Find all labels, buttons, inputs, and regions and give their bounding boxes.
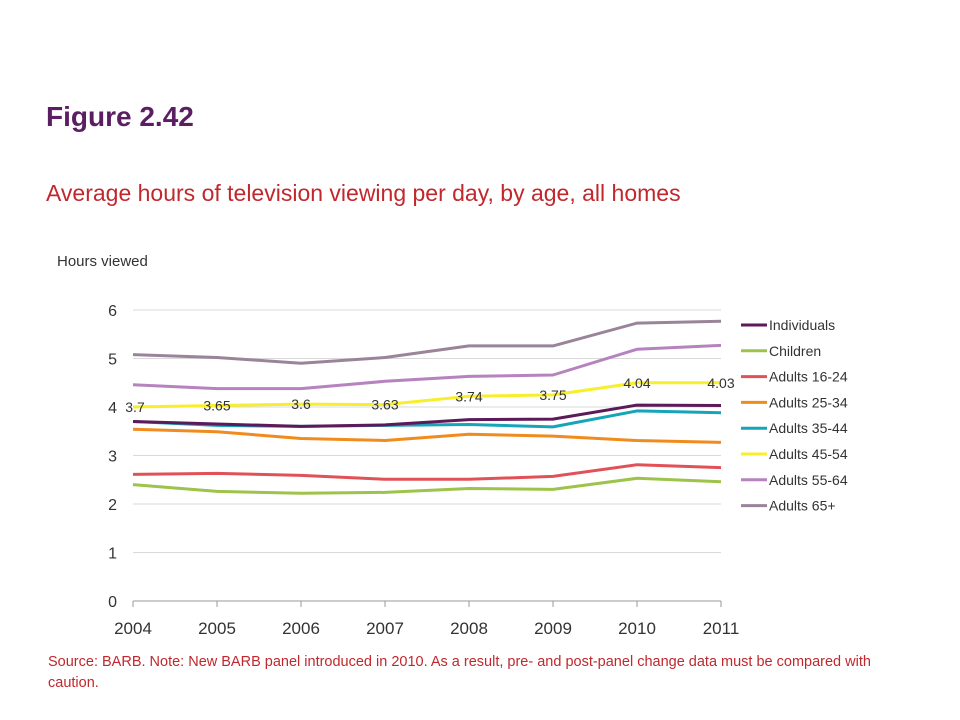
figure-title: Figure 2.42	[46, 101, 194, 132]
x-tick-label: 2008	[450, 619, 488, 638]
legend: Individuals Children Adults 16-24 Adults 25…	[741, 317, 848, 514]
y-axis-label: Hours viewed	[57, 253, 148, 270]
series-line	[132, 319, 722, 365]
y-tick-label: 5	[108, 352, 117, 369]
data-label: 4.03	[707, 375, 734, 391]
legend-label: Individuals	[769, 317, 835, 333]
y-axis-ticks: 0 1 2 3 4 5 6	[108, 303, 117, 611]
source-note: Source: BARB. Note: New BARB panel intro…	[48, 654, 871, 691]
y-tick-label: 0	[108, 594, 117, 611]
figure-subtitle: Average hours of television viewing per …	[46, 180, 681, 206]
x-tick-label: 2006	[282, 619, 320, 638]
y-tick-label: 4	[108, 400, 117, 417]
series-line	[132, 476, 722, 495]
legend-label: Adults 65+	[769, 498, 836, 514]
series-line	[132, 381, 721, 409]
legend-label: Adults 55-64	[769, 472, 848, 488]
series-lines	[132, 319, 722, 495]
y-tick-label: 1	[108, 546, 117, 563]
y-tick-label: 2	[108, 497, 117, 514]
x-tick-label: 2005	[198, 619, 236, 638]
x-tick-label: 2010	[618, 619, 656, 638]
data-label: 3.6	[291, 396, 311, 412]
data-label: 3.75	[539, 387, 566, 403]
legend-label: Adults 35-44	[769, 420, 848, 436]
gridlines	[133, 309, 721, 602]
data-label: 3.63	[371, 397, 398, 413]
series-line	[132, 427, 722, 444]
legend-label: Children	[769, 343, 821, 359]
data-label: 4.04	[623, 375, 650, 391]
x-tick-label: 2004	[114, 619, 152, 638]
series-line	[132, 403, 722, 428]
y-tick-label: 6	[108, 303, 117, 320]
x-tick-label: 2009	[534, 619, 572, 638]
x-axis-ticks: 2004 2005 2006 2007 2008 2009 2010 2011	[114, 601, 739, 638]
series-line	[132, 343, 722, 391]
x-tick-label: 2007	[366, 619, 404, 638]
legend-label: Adults 16-24	[769, 369, 848, 385]
legend-label: Adults 25-34	[769, 394, 848, 410]
data-label: 3.65	[203, 398, 230, 414]
data-label: 3.7	[125, 399, 145, 415]
series-line	[132, 463, 722, 481]
x-tick-label: 2011	[703, 619, 740, 638]
data-labels: 3.7 3.65 3.6 3.63 3.74 3.75 4.04 4.03	[125, 375, 735, 415]
data-label: 3.74	[455, 388, 482, 404]
legend-label: Adults 45-54	[769, 446, 848, 462]
y-tick-label: 3	[108, 449, 117, 466]
